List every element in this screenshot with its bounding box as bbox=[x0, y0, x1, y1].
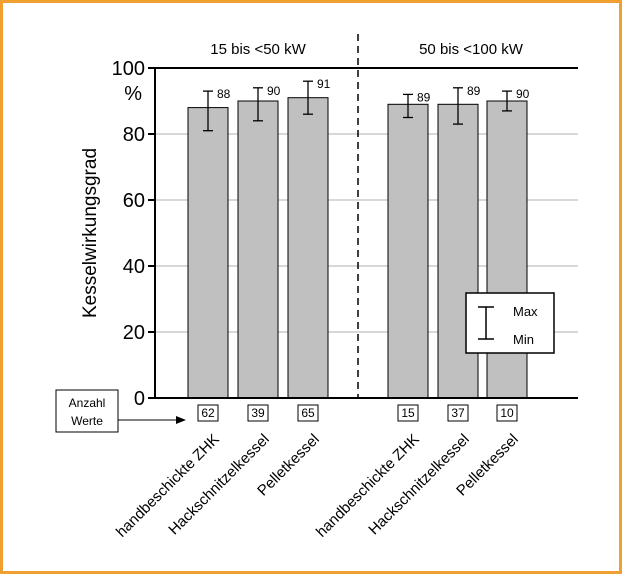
count-note-arrow-head bbox=[176, 416, 186, 424]
legend-max-label: Max bbox=[513, 304, 538, 319]
value-label: 89 bbox=[417, 90, 431, 104]
y-tick-label: 40 bbox=[123, 256, 145, 278]
bar bbox=[387, 103, 429, 399]
y-axis-title: Kesselwirkungsgrad bbox=[80, 148, 101, 318]
value-label: 90 bbox=[516, 87, 530, 101]
group-label-2: 50 bis <100 kW bbox=[419, 41, 524, 58]
count-note-box bbox=[55, 389, 119, 433]
count-box bbox=[496, 404, 518, 422]
value-label: 90 bbox=[267, 84, 281, 98]
count-box bbox=[247, 404, 269, 422]
count-box bbox=[297, 404, 319, 422]
legend-min-label: Min bbox=[513, 332, 534, 347]
count-box bbox=[197, 404, 219, 422]
count-value: 39 bbox=[251, 406, 265, 420]
y-tick-label: 60 bbox=[123, 190, 145, 212]
group-label-1: 15 bis <50 kW bbox=[210, 41, 306, 58]
bar bbox=[437, 103, 479, 399]
count-value: 65 bbox=[301, 406, 315, 420]
value-label: 89 bbox=[467, 84, 481, 98]
value-label: 88 bbox=[217, 87, 231, 101]
count-note-line-2: Werte bbox=[71, 414, 103, 428]
legend: Max Min bbox=[465, 292, 555, 354]
counts-layer: 62 39 65 15 37 10 bbox=[197, 404, 518, 422]
y-tick-label: 20 bbox=[123, 322, 145, 344]
count-box bbox=[397, 404, 419, 422]
count-box bbox=[447, 404, 469, 422]
y-tick-label: 0 bbox=[134, 388, 145, 410]
bar bbox=[187, 107, 229, 399]
bar bbox=[287, 97, 329, 399]
y-ticks: 0 20 40 60 80 100 bbox=[112, 58, 155, 410]
y-tick-label: 80 bbox=[123, 124, 145, 146]
y-tick-label: 100 bbox=[112, 58, 145, 80]
count-note-line-1: Anzahl bbox=[69, 396, 106, 410]
count-value: 10 bbox=[500, 406, 514, 420]
bar bbox=[237, 100, 279, 399]
y-unit-label: % bbox=[124, 83, 142, 105]
legend-box bbox=[465, 292, 555, 354]
count-value: 62 bbox=[201, 406, 215, 420]
count-value: 37 bbox=[451, 406, 465, 420]
value-label: 91 bbox=[317, 77, 331, 91]
count-value: 15 bbox=[401, 406, 415, 420]
